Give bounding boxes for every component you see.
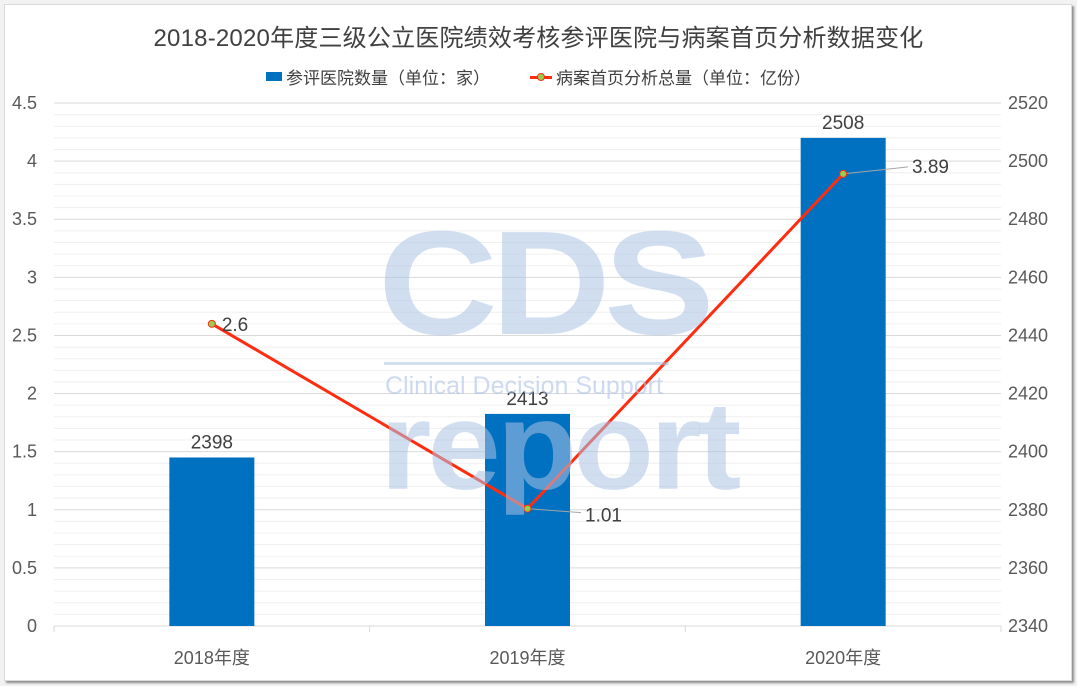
left-axis-tick: 1 [27, 500, 37, 520]
bar-data-label: 2508 [822, 113, 864, 134]
line-data-label: 3.89 [912, 157, 949, 178]
chart-legend: 参评医院数量（单位：家） 病案首页分析总量（单位：亿份） [0, 64, 1077, 89]
right-axis-tick: 2500 [1008, 151, 1048, 171]
line-data-label: 1.01 [585, 506, 622, 527]
x-axis-category-label: 2020年度 [805, 648, 881, 668]
label-leader-line [843, 166, 909, 175]
right-axis-tick: 2520 [1008, 93, 1048, 113]
label-leader-line [527, 508, 582, 514]
right-axis-tick: 2380 [1008, 500, 1048, 520]
right-axis-tick: 2460 [1008, 267, 1048, 287]
right-axis-tick: 2340 [1008, 616, 1048, 636]
left-axis-tick: 0 [27, 616, 37, 636]
legend-label: 病案首页分析总量（单位：亿份） [556, 69, 811, 88]
left-axis-tick: 4.5 [12, 93, 37, 113]
right-axis-tick: 2480 [1008, 209, 1048, 229]
left-axis-tick: 2.5 [12, 325, 37, 345]
line-point-marker[interactable] [207, 319, 216, 328]
bar-data-label: 2413 [506, 389, 548, 410]
left-axis-tick: 3 [27, 267, 37, 287]
left-axis-tick: 2 [27, 384, 37, 404]
bar-data-label: 2398 [191, 432, 233, 453]
legend-label: 参评医院数量（单位：家） [286, 69, 490, 88]
bar-hospital-count[interactable] [800, 137, 886, 626]
line-point-marker[interactable] [523, 504, 532, 513]
left-axis-tick: 1.5 [12, 442, 37, 462]
right-axis-tick: 2440 [1008, 325, 1048, 345]
line-point-marker[interactable] [839, 169, 848, 178]
right-axis-tick: 2360 [1008, 558, 1048, 578]
left-axis-tick: 4 [27, 151, 37, 171]
chart-title: 2018-2020年度三级公立医院绩效考核参评医院与病案首页分析数据变化 [153, 25, 924, 52]
line-marker-swatch-icon [530, 72, 552, 82]
bar-hospital-count[interactable] [485, 413, 570, 626]
right-axis-tick: 2420 [1008, 384, 1048, 404]
left-axis-tick: 3.5 [12, 209, 37, 229]
bar-hospital-count[interactable] [169, 457, 255, 626]
left-axis-tick: 0.5 [12, 558, 37, 578]
line-data-label: 2.6 [222, 315, 248, 336]
x-axis-category-label: 2018年度 [174, 648, 250, 668]
right-axis-tick: 2400 [1008, 442, 1048, 462]
legend-item-record-total[interactable]: 病案首页分析总量（单位：亿份） [530, 64, 811, 89]
bar-swatch-icon [266, 72, 282, 81]
legend-item-hospital-count[interactable]: 参评医院数量（单位：家） [266, 64, 490, 89]
x-axis-category-label: 2019年度 [489, 648, 565, 668]
